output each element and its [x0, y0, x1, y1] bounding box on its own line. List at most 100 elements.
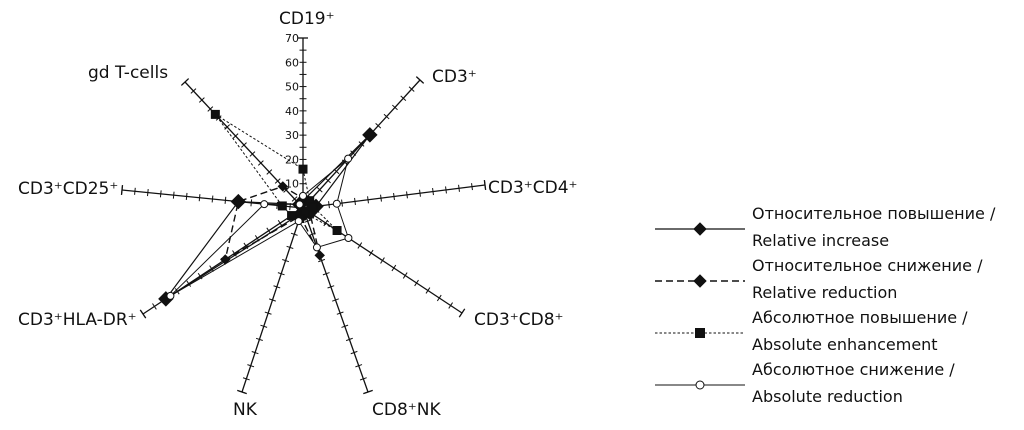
axis-label-0: CD19⁺: [279, 9, 335, 29]
axis-tick: [341, 199, 343, 207]
axis-tick: [242, 377, 250, 381]
axis-tick: [241, 142, 247, 148]
axis-label-3: CD3⁺CD8⁺: [474, 310, 564, 330]
axis-tick: [445, 186, 447, 194]
axis-tick: [318, 258, 326, 263]
axis-end-cap: [237, 389, 247, 395]
data-point: [362, 127, 378, 143]
axis-tick: [392, 104, 398, 111]
data-point: [298, 164, 308, 174]
axis-tick: [207, 106, 214, 112]
axis-tick: [251, 350, 259, 355]
legend-label-line1: Абсолютное повышение /: [752, 308, 968, 327]
axis-tick: [359, 377, 367, 381]
axis-tick: [198, 97, 205, 103]
legend: Относительное повышение / Relative increa…: [655, 204, 996, 406]
axis-tick: [393, 192, 395, 201]
axis-tick: [185, 192, 188, 200]
axis-1: [302, 76, 425, 209]
axis-tick: [325, 177, 331, 184]
legend-label-line2: Relative increase: [752, 231, 889, 250]
axis-tick: [345, 337, 353, 342]
axis-label-7: CD3⁺CD25⁺: [18, 179, 118, 199]
radial-tick-label: 20: [285, 153, 299, 166]
axis-tick: [368, 249, 374, 257]
axis-label-5: NK: [233, 400, 258, 420]
axis-tick: [357, 242, 363, 249]
axis-tick: [232, 133, 239, 139]
data-point: [344, 234, 353, 242]
axis-tick: [425, 287, 431, 294]
axis-tick: [316, 186, 323, 193]
axis-tick: [448, 302, 453, 309]
axis-tick: [209, 265, 214, 272]
axis-tick: [375, 122, 382, 129]
axis-tick: [198, 194, 201, 202]
legend-entry-1: Относительное снижение / Relative reducti…: [655, 256, 983, 302]
axis-tick: [406, 191, 408, 199]
axis-tick: [414, 279, 419, 287]
legend-label-line1: Относительное повышение /: [752, 204, 996, 223]
axis-tick: [304, 219, 312, 223]
axis-tick: [147, 189, 149, 197]
radial-tick-label: 70: [285, 32, 299, 45]
axis-tick: [277, 272, 285, 276]
axis-tick: [350, 350, 358, 355]
data-point: [314, 250, 325, 261]
data-point: [233, 196, 244, 207]
axis-end-cap: [180, 78, 190, 86]
axis-0: [298, 37, 308, 208]
radial-tick-label: 60: [285, 56, 299, 69]
legend-label-line1: Абсолютное снижение /: [752, 360, 955, 379]
data-point: [332, 199, 341, 208]
data-point: [277, 181, 288, 192]
radial-ticks: 10 20 30 40 50 60 70: [285, 32, 299, 191]
axis-tick: [402, 272, 408, 279]
legend-label-line2: Absolute reduction: [752, 387, 903, 406]
axis-tick: [419, 189, 421, 197]
axis-tick: [134, 187, 136, 195]
radial-tick-label: 40: [285, 105, 299, 118]
axis-tick: [400, 95, 407, 102]
axis-tick: [260, 324, 268, 328]
legend-marker: [695, 380, 705, 390]
legend-label-line2: Relative reduction: [752, 283, 897, 302]
axis-tick: [354, 197, 356, 205]
series-3: [166, 154, 353, 300]
axis-tick: [391, 264, 397, 272]
axis-tick: [249, 151, 256, 157]
axis-labels: CD19⁺ CD3⁺ CD3⁺CD4⁺ CD3⁺CD8⁺ CD8⁺NK NK CD3⁺HLA…: [18, 9, 578, 420]
axis-label-1: CD3⁺: [432, 67, 477, 87]
radial-tick-label: 30: [285, 129, 299, 142]
axis-tick: [322, 272, 330, 276]
axis-end-cap: [363, 389, 373, 395]
axis-tick: [283, 187, 290, 193]
axis-tick: [367, 196, 369, 204]
axis-7: [120, 184, 304, 211]
legend-entry-2: Абсолютное повышение / Absolute enhanceme…: [655, 308, 968, 354]
legend-marker: [695, 328, 705, 338]
axis-end-cap: [120, 184, 124, 196]
axis-tick: [471, 183, 473, 191]
axis-tick: [211, 195, 214, 203]
axis-label-6: CD3⁺HLA-DR⁺: [18, 310, 137, 330]
legend-label-line2: Absolute enhancement: [752, 335, 938, 354]
axis-4: [302, 207, 373, 395]
axis-tick: [286, 245, 294, 250]
legend-marker: [693, 222, 707, 236]
legend-label-line1: Относительное снижение /: [752, 256, 983, 275]
axis-tick: [328, 201, 330, 209]
data-point: [332, 226, 342, 235]
axis-tick: [380, 194, 382, 202]
axis-tick: [336, 311, 344, 315]
radial-tick-label: 50: [285, 81, 299, 94]
axis-tick: [341, 324, 349, 328]
axis-tick: [172, 191, 175, 199]
axis-tick: [273, 285, 281, 289]
data-point: [300, 208, 310, 218]
data-point: [166, 291, 175, 300]
legend-entry-3: Абсолютное снижение / Absolute reduction: [655, 360, 955, 406]
series-2: [210, 109, 342, 235]
series-line: [170, 157, 350, 297]
